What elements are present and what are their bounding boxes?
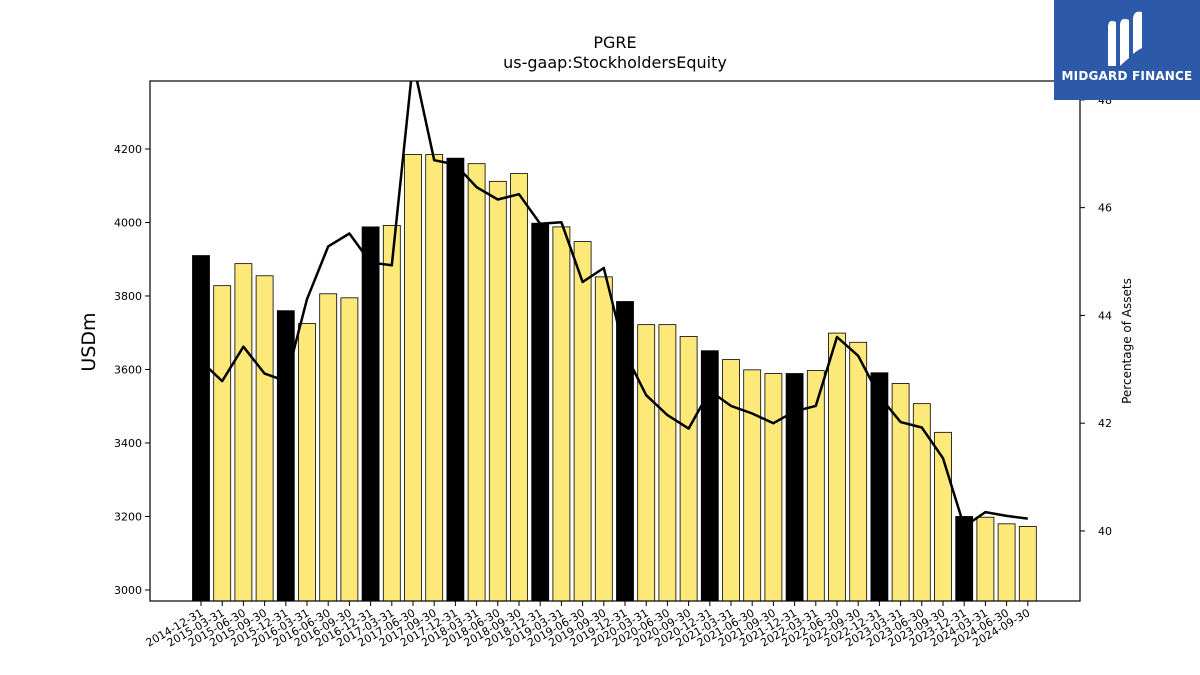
bar-group (192, 154, 1037, 602)
bar-2020-06-30 (658, 324, 677, 602)
bar-2021-03-31 (722, 359, 740, 602)
x-axis: 2014-12-312015-03-312015-06-302015-09-30… (144, 601, 1032, 650)
brand-logo: MIDGARD FINANCE (1054, 0, 1200, 100)
bar-2016-12-31 (361, 226, 380, 602)
y2-tick-label: 44 (1098, 309, 1112, 322)
bar-2018-06-30 (488, 180, 507, 602)
bar-2017-12-31 (446, 157, 465, 602)
bar-2022-09-30 (849, 341, 868, 602)
brand-name: MIDGARD FINANCE (1061, 69, 1193, 83)
bar-2016-06-30 (319, 293, 338, 602)
bar-2016-03-31 (298, 323, 316, 602)
y2-axis-label: Percentage of Assets (1120, 278, 1134, 404)
bar-2020-09-30 (679, 336, 698, 602)
bar-2016-09-30 (340, 297, 359, 602)
y-tick-label: 4000 (114, 216, 142, 229)
bar-2023-06-30 (912, 403, 931, 602)
bar-2015-06-30 (234, 263, 253, 602)
bar-2019-09-30 (594, 276, 613, 602)
chart-subtitle: us-gaap:StockholdersEquity (503, 53, 727, 72)
bar-2021-09-30 (764, 373, 783, 602)
y2-tick-label: 46 (1098, 202, 1112, 215)
bar-2018-03-31 (467, 163, 486, 602)
y-axis-left: 3000 3200 3400 3600 3800 4000 4200 (114, 143, 150, 597)
chart-title: PGRE (593, 33, 636, 52)
midgard-m-logo-icon (1108, 11, 1142, 66)
percentage-of-assets-line (200, 81, 1028, 528)
bar-2014-12-31 (192, 255, 210, 602)
y-tick-label: 3200 (114, 510, 142, 523)
bar-2019-06-30 (573, 241, 592, 602)
bar-2021-12-31 (785, 373, 804, 602)
bar-2019-12-31 (616, 301, 634, 602)
bar-2023-12-31 (955, 516, 974, 602)
y-tick-label: 3800 (114, 290, 142, 303)
line-layer (200, 81, 1028, 528)
bar-2018-09-30 (510, 173, 528, 602)
bar-2017-09-30 (425, 154, 444, 602)
bar-2022-06-30 (828, 332, 846, 602)
y-tick-label: 3000 (114, 584, 142, 597)
bar-2015-03-31 (213, 285, 232, 602)
y-tick-label: 4200 (114, 143, 142, 156)
bar-2020-12-31 (700, 350, 719, 602)
bar-2017-03-31 (382, 225, 401, 602)
y2-tick-label: 42 (1098, 417, 1112, 430)
y-tick-label: 3600 (114, 363, 142, 376)
bar-2018-12-31 (531, 222, 550, 602)
bar-2019-03-31 (552, 226, 571, 602)
bar-2015-09-30 (255, 275, 274, 602)
bar-2017-06-30 (404, 154, 422, 602)
bar-2021-06-30 (743, 369, 762, 602)
bar-2022-12-31 (870, 372, 889, 602)
bar-2020-03-31 (637, 324, 656, 602)
y-axis-label: USDm (78, 312, 100, 371)
bar-2024-06-30 (997, 523, 1016, 602)
y-tick-label: 3400 (114, 437, 142, 450)
bar-2024-03-31 (976, 516, 995, 602)
bar-2024-09-30 (1018, 525, 1037, 602)
y2-tick-label: 40 (1098, 525, 1112, 538)
plot-frame (149, 80, 1081, 602)
